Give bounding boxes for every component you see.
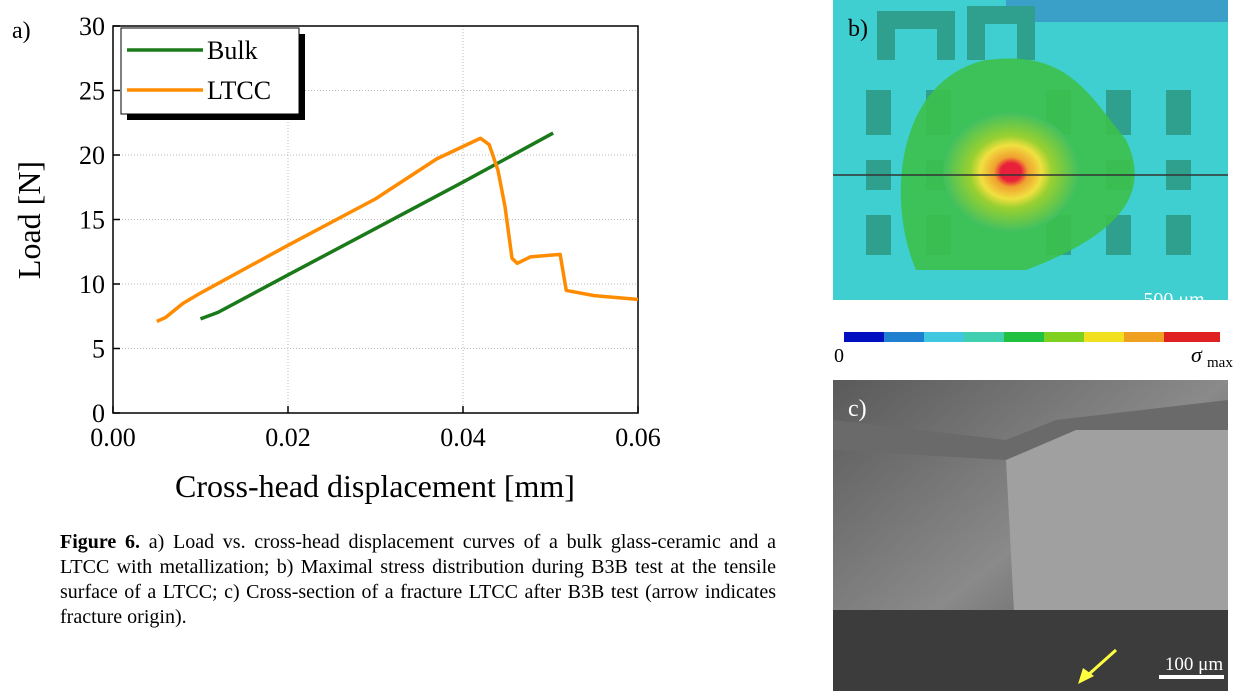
plot-frame — [112, 25, 639, 414]
data-line — [199, 131, 554, 321]
legend-label: Bulk — [207, 36, 258, 65]
chart: a) Cross-head displacement [mm] Load [N]… — [11, 12, 661, 504]
y-tick-label: 0 — [92, 399, 105, 428]
x-axis-label: Cross-head displacement [mm] — [175, 468, 575, 504]
x-tick-label: 0.06 — [615, 423, 661, 452]
y-tick-label: 30 — [79, 12, 105, 41]
y-axis-label: Load [N] — [11, 161, 47, 279]
y-tick-label: 10 — [79, 270, 105, 299]
caption-text: a) Load vs. cross-head displacement curv… — [60, 531, 777, 628]
colorbar — [844, 332, 1220, 342]
legend-label: LTCC — [207, 76, 271, 105]
legend-box — [120, 27, 300, 115]
data-line — [156, 136, 639, 324]
colorbar-min: 0 — [834, 345, 844, 367]
panel-label: c) — [848, 396, 867, 422]
stress-map — [833, 0, 1228, 314]
scale-bar-label: 100 μm — [1165, 654, 1223, 675]
y-tick-label: 15 — [79, 206, 105, 235]
y-tick-label: 20 — [79, 141, 105, 170]
sem-image — [833, 380, 1228, 691]
caption: Figure 6. a) Load vs. cross-head displac… — [60, 530, 776, 630]
panel-label: a) — [12, 18, 31, 44]
colorbar-max-sub: max — [1207, 355, 1233, 371]
scale-bar-label: 500 μm — [1143, 289, 1205, 311]
colorbar-max: σ — [1191, 342, 1203, 367]
y-tick-label: 5 — [92, 335, 105, 364]
x-tick-label: 0.00 — [90, 423, 136, 452]
x-tick-label: 0.02 — [265, 423, 311, 452]
y-tick-label: 25 — [79, 77, 105, 106]
caption-label: Figure 6. — [60, 531, 141, 553]
image-panels: b) 500 μm 0 σ max c) 100 μm — [833, 0, 1233, 691]
x-tick-label: 0.04 — [440, 423, 486, 452]
panel-label: b) — [848, 16, 868, 42]
